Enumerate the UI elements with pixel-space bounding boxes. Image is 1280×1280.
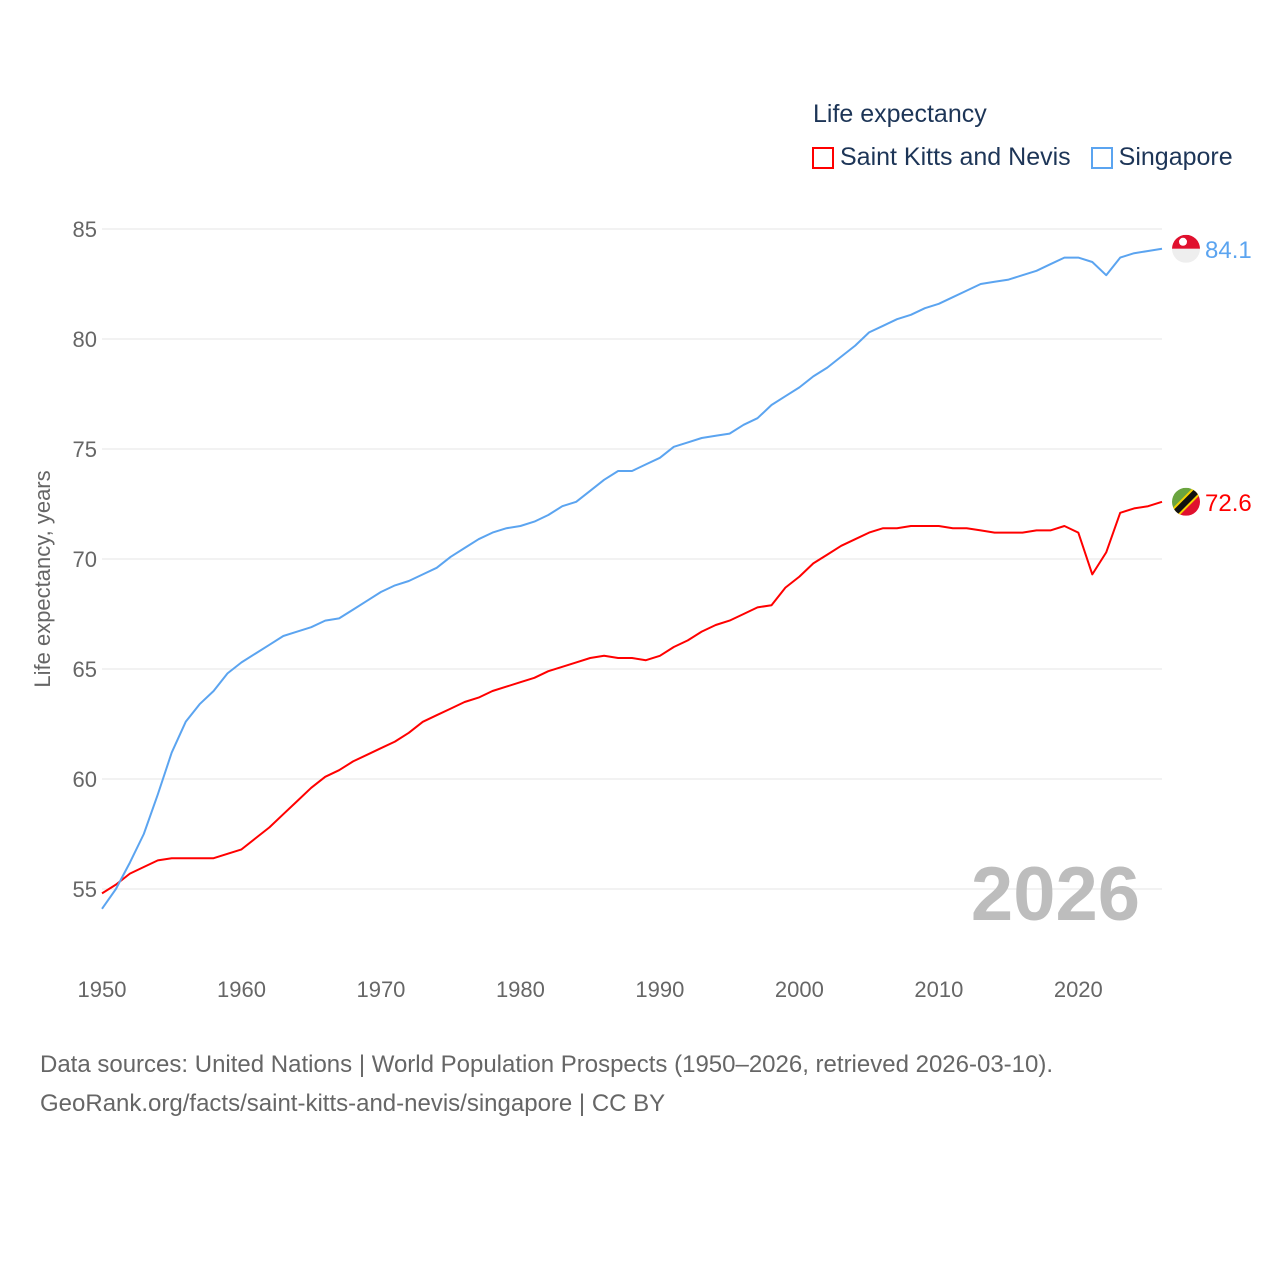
legend-swatch-red xyxy=(812,146,834,169)
y-tick-label: 55 xyxy=(73,877,97,902)
flag-white-band xyxy=(1172,248,1200,263)
x-tick-label: 1960 xyxy=(217,977,266,1002)
legend-label: Saint Kitts and Nevis xyxy=(840,143,1071,171)
saint-kitts-and-nevis-flag-icon xyxy=(1172,487,1200,516)
end-value-label: 84.1 xyxy=(1205,237,1252,264)
legend-label: Singapore xyxy=(1118,143,1233,171)
x-tick-label: 1980 xyxy=(496,977,545,1002)
end-value-label: 72.6 xyxy=(1205,490,1252,517)
flag-black-band xyxy=(1172,487,1200,516)
line-chart: 55 60 65 70 75 80 85 1950 1960 1970 1980 1990 2000 20… xyxy=(30,217,1252,1002)
y-tick-label: 85 xyxy=(73,217,97,242)
x-tick-label: 1950 xyxy=(78,977,127,1002)
series-line-saint-kitts-and-nevis xyxy=(101,500,1163,895)
y-tick-label: 65 xyxy=(73,657,97,682)
year-watermark: 2026 xyxy=(971,852,1140,937)
y-axis-label: Life expectancy, years xyxy=(30,470,55,687)
data-sources: Data sources: United Nations | World Pop… xyxy=(40,1045,1053,1123)
sources-line-2[interactable]: GeoRank.org/facts/saint-kitts-and-nevis/… xyxy=(40,1090,666,1117)
legend-item-singapore[interactable]: Singapore xyxy=(1090,143,1233,172)
x-tick-label: 2020 xyxy=(1054,977,1103,1002)
sources-line-1: Data sources: United Nations | World Pop… xyxy=(40,1051,1054,1078)
y-tick-label: 60 xyxy=(73,767,97,792)
legend-swatch-blue xyxy=(1090,146,1113,169)
y-tick-label: 75 xyxy=(73,437,97,462)
x-tick-label: 1970 xyxy=(356,977,405,1002)
legend-title: Life expectancy xyxy=(813,100,987,128)
legend: Saint Kitts and Nevis Singapore xyxy=(812,143,1233,172)
y-tick-label: 80 xyxy=(73,327,97,352)
x-tick-label: 2000 xyxy=(775,977,824,1002)
x-tick-label: 1990 xyxy=(635,977,684,1002)
flag-crescent xyxy=(1179,237,1187,246)
y-tick-label: 70 xyxy=(73,547,97,572)
legend-item-saint-kitts[interactable]: Saint Kitts and Nevis xyxy=(812,143,1071,172)
series-line-singapore xyxy=(101,247,1163,910)
x-tick-label: 2010 xyxy=(914,977,963,1002)
singapore-flag-icon xyxy=(1172,234,1200,263)
